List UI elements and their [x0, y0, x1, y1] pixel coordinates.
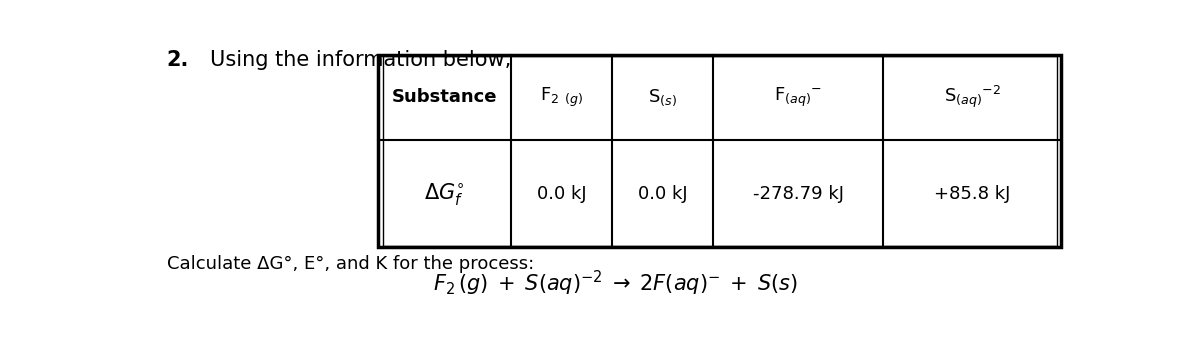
Bar	[383, 56, 1057, 246]
Text: S$_{(aq)}$$^{-2}$: S$_{(aq)}$$^{-2}$	[943, 84, 1001, 110]
Text: 2.: 2.	[167, 50, 190, 70]
Text: +85.8 kJ: +85.8 kJ	[934, 185, 1010, 203]
Text: Using the information below;: Using the information below;	[210, 50, 512, 70]
Bar	[378, 55, 1062, 247]
Text: Calculate ΔG°, E°, and K for the process:: Calculate ΔG°, E°, and K for the process…	[167, 255, 534, 273]
Text: $\Delta G^{\circ}_{f}$: $\Delta G^{\circ}_{f}$	[424, 180, 464, 206]
Text: $\mathit{F}_2\,\mathit{(g)}\;+\;\mathit{S(aq)}^{-2}\;\rightarrow\;2\mathit{F(aq): $\mathit{F}_2\,\mathit{(g)}\;+\;\mathit{…	[432, 269, 798, 298]
Text: 0.0 kJ: 0.0 kJ	[638, 185, 688, 203]
Text: S$_{(s)}$: S$_{(s)}$	[648, 87, 677, 108]
Text: -278.79 kJ: -278.79 kJ	[752, 185, 844, 203]
Text: F$_{(aq)}$$^{-}$: F$_{(aq)}$$^{-}$	[774, 86, 822, 109]
Text: F$_{\mathregular{2}}$ $_{(g)}$: F$_{\mathregular{2}}$ $_{(g)}$	[540, 86, 583, 109]
Text: Substance: Substance	[391, 88, 497, 106]
Text: 0.0 kJ: 0.0 kJ	[536, 185, 587, 203]
